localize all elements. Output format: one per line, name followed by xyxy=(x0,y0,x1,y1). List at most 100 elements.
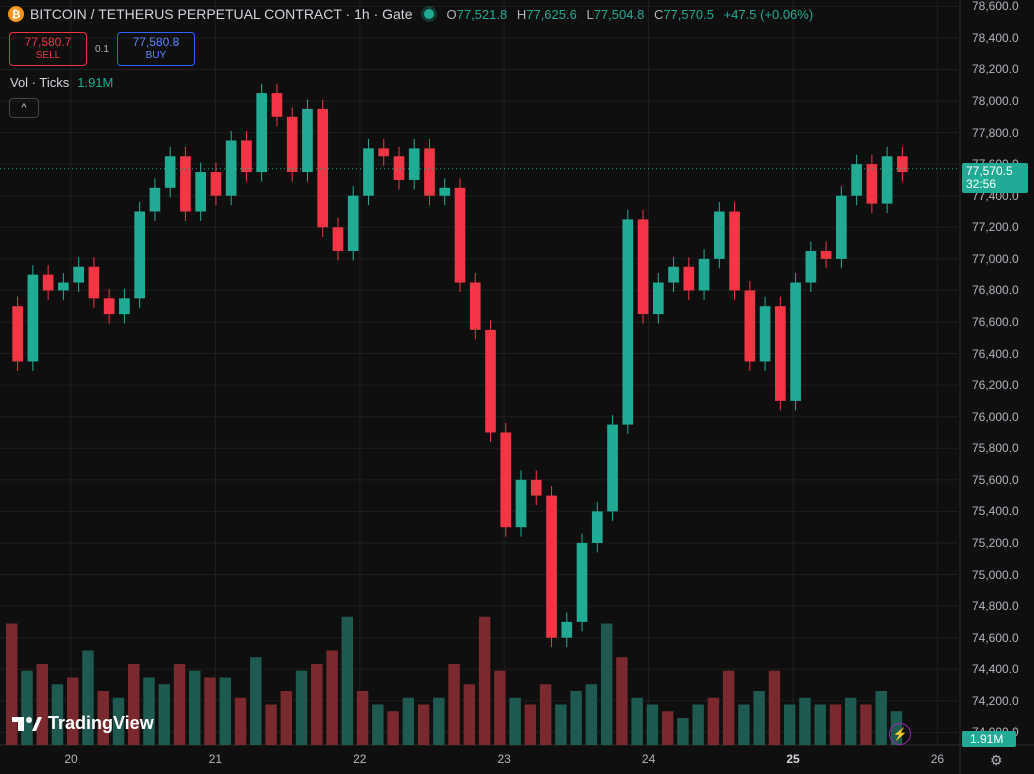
candle-body xyxy=(561,621,573,638)
candle-body xyxy=(805,250,817,283)
y-tick-label: 77,200.0 xyxy=(972,220,1019,235)
volume-bar xyxy=(433,697,445,745)
y-tick-label: 77,000.0 xyxy=(972,251,1019,266)
candle-body xyxy=(713,211,725,259)
y-tick-label: 75,600.0 xyxy=(972,472,1019,487)
candle-body xyxy=(42,274,54,291)
buy-price: 77,580.8 xyxy=(132,35,180,49)
sell-price: 77,580.7 xyxy=(24,35,72,49)
candle-body xyxy=(897,156,908,173)
candle-body xyxy=(866,164,878,204)
candle-body xyxy=(332,227,344,251)
volume-bar xyxy=(799,697,811,745)
candle-body xyxy=(302,108,313,173)
last-price-value: 77,570.5 xyxy=(966,164,1013,178)
y-tick-label: 76,600.0 xyxy=(972,314,1019,329)
candle-body xyxy=(286,116,298,173)
volume-bar xyxy=(341,616,354,745)
volume-bar xyxy=(387,711,399,745)
candle-body xyxy=(668,266,679,283)
volume-bar xyxy=(616,657,628,745)
change-value: +47.5 (+0.06%) xyxy=(723,6,814,22)
candle-body xyxy=(775,306,786,401)
volume-bar xyxy=(463,684,476,745)
candle-body xyxy=(729,211,740,291)
volume-bar xyxy=(67,677,79,745)
buy-button[interactable]: 77,580.8 BUY xyxy=(116,32,195,66)
volume-bar xyxy=(707,697,720,745)
candle-body xyxy=(241,140,252,173)
volume-bar xyxy=(478,616,491,745)
volume-bar xyxy=(585,684,598,745)
tradingview-logo[interactable]: TradingView xyxy=(12,713,154,734)
volume-bar xyxy=(402,697,415,745)
y-tick-label: 76,800.0 xyxy=(972,283,1019,298)
volume-bar xyxy=(6,623,18,745)
volume-bar xyxy=(722,670,735,745)
candle-body xyxy=(500,432,512,528)
x-tick-label: 21 xyxy=(208,752,223,766)
volume-legend[interactable]: Vol · Ticks 1.91M xyxy=(10,75,113,90)
volume-bar xyxy=(738,704,750,745)
x-tick-label: 20 xyxy=(64,752,78,766)
sell-label: SELL xyxy=(35,50,61,61)
volume-bar xyxy=(768,670,781,745)
candle-body xyxy=(225,140,237,196)
settings-gear-icon[interactable]: ⚙ xyxy=(990,752,1003,768)
y-tick-label: 78,400.0 xyxy=(972,30,1019,45)
candle-body xyxy=(515,479,527,528)
volume-bar xyxy=(36,664,48,745)
sell-button[interactable]: 77,580.7 SELL xyxy=(9,32,87,66)
volume-bar xyxy=(753,691,765,745)
trade-panel: 77,580.7 SELL 0.1 77,580.8 BUY xyxy=(9,32,195,66)
volume-bar xyxy=(646,704,659,745)
last-price-label: 77,570.5 32:56 xyxy=(962,163,1028,193)
tradingview-logo-text: TradingView xyxy=(48,713,154,733)
symbol-title[interactable]: BITCOIN / TETHERUS PERPETUAL CONTRACT · … xyxy=(30,6,413,22)
volume-bar xyxy=(234,697,247,745)
y-tick-label: 78,000.0 xyxy=(972,94,1019,109)
y-tick-label: 77,800.0 xyxy=(972,125,1019,140)
y-tick-label: 74,200.0 xyxy=(972,693,1019,708)
volume-bar xyxy=(494,670,506,745)
volume-legend-label: Vol · Ticks xyxy=(10,75,70,90)
candle-body xyxy=(744,290,756,362)
volume-bar xyxy=(173,664,186,745)
volume-bar xyxy=(783,704,796,745)
volume-value-label: 1.91M xyxy=(962,731,1016,747)
candle-body xyxy=(317,108,329,228)
candle-body xyxy=(485,329,496,433)
volume-bar xyxy=(661,711,674,745)
candle-body xyxy=(836,195,847,259)
volume-bar xyxy=(143,677,155,745)
bitcoin-icon: ₿ xyxy=(8,6,24,22)
close-value: 77,570.5 xyxy=(663,6,714,22)
y-tick-label: 75,400.0 xyxy=(972,504,1019,519)
y-tick-label: 74,400.0 xyxy=(972,662,1019,677)
volume-bar xyxy=(128,664,140,745)
x-tick-label: 24 xyxy=(641,752,656,766)
volume-bar xyxy=(509,697,521,745)
candle-body xyxy=(454,187,466,283)
collapse-legend-button[interactable]: ^ xyxy=(9,98,39,118)
candle-body xyxy=(88,266,100,299)
candle-body xyxy=(408,148,420,180)
lightning-icon[interactable]: ⚡ xyxy=(889,723,911,745)
volume-bar xyxy=(677,718,689,745)
ohlc-readout: O77,521.8 H77,625.6 L77,504.8 C77,570.5 … xyxy=(446,6,814,22)
volume-bar xyxy=(356,691,369,745)
spread-value: 0.1 xyxy=(95,43,109,55)
y-tick-label: 76,000.0 xyxy=(972,409,1019,424)
candle-body xyxy=(622,219,634,425)
x-tick-label: 22 xyxy=(353,752,367,766)
y-tick-label: 76,200.0 xyxy=(972,378,1019,393)
y-tick-label: 74,800.0 xyxy=(972,599,1019,614)
volume-bar xyxy=(570,691,582,745)
candle-body xyxy=(149,187,161,212)
volume-bar xyxy=(417,704,430,745)
candle-body xyxy=(27,274,39,362)
volume-bar xyxy=(448,664,460,745)
volume-bar xyxy=(555,704,567,745)
y-tick-label: 78,600.0 xyxy=(972,0,1019,14)
